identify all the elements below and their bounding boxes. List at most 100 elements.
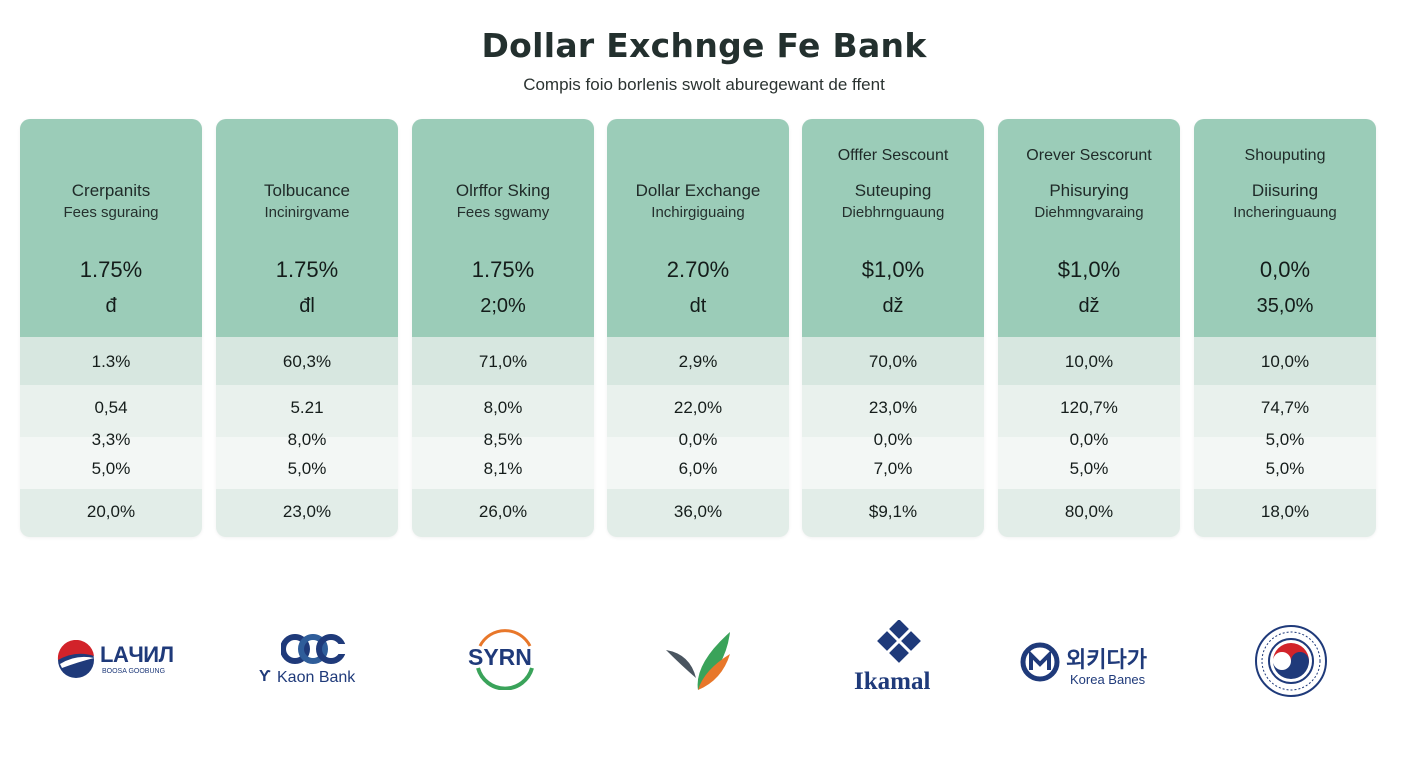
card-row-4: 5,0% (1069, 459, 1109, 478)
card-row-1: 1.3% (91, 352, 131, 371)
card-row-5: 23,0% (282, 502, 332, 521)
card-row-4: 8,1% (483, 459, 523, 478)
card-row-2: 23,0% (868, 398, 918, 417)
card-row-1: 71,0% (478, 352, 528, 371)
card-name: Phisurying (1049, 181, 1129, 200)
card-name: Crerpanits (71, 181, 151, 200)
leaf-logo-icon (666, 632, 730, 690)
card-top-label: Shouputing (1244, 147, 1326, 164)
bank-card[interactable]: Tolbucance Incinirgvame 1.75% đl 60,3% 5… (216, 119, 398, 537)
page-title: Dollar Exchnge Fe Bank (481, 26, 927, 65)
card-header (20, 119, 202, 337)
bank-logo-5[interactable]: Ikamal (852, 610, 952, 710)
card-row-2: 0,54 (94, 398, 128, 417)
card-extra: dt (689, 295, 707, 317)
bank-logo-7[interactable] (1254, 610, 1330, 710)
card-header (412, 119, 594, 337)
card-header (216, 119, 398, 337)
bank-card[interactable]: Orever Sescorunt Phisurying Diehmngvarai… (998, 119, 1180, 537)
card-row-3: 0,0% (873, 430, 913, 449)
card-row-1: 60,3% (282, 352, 332, 371)
sphere-logo-icon (57, 640, 94, 678)
card-subtitle: Incinirgvame (264, 204, 350, 221)
card-row-3: 5,0% (1265, 430, 1305, 449)
m-circle-logo-icon (1020, 642, 1060, 682)
bank-logo-1[interactable]: LAЧИЛ BOOSA GOOBUNG (56, 610, 196, 710)
card-row-3: 0,0% (678, 430, 718, 449)
card-row-4: 7,0% (873, 459, 913, 478)
card-row-5: 36,0% (673, 502, 723, 521)
logo-sub: BOOSA GOOBUNG (102, 668, 166, 675)
card-row-4: 5,0% (1265, 459, 1305, 478)
card-row-2: 22,0% (673, 398, 723, 417)
card-subtitle: Inchirgiguaing (651, 204, 745, 221)
logo-name: Ikamal (854, 668, 931, 695)
card-rate: 1.75% (471, 257, 535, 282)
swoosh-ring-logo-icon (476, 629, 534, 690)
card-subtitle: Fees sguraing (63, 204, 159, 221)
card-header (802, 119, 984, 337)
card-name: Dollar Exchange (635, 181, 761, 200)
taeguk-seal-logo-icon (1255, 625, 1327, 697)
card-extra: 2;0% (480, 295, 526, 317)
card-row-5: 80,0% (1064, 502, 1114, 521)
card-row-2: 8,0% (483, 398, 523, 417)
logo-name: LAЧИЛ (100, 642, 174, 667)
diamond-logo-icon (877, 620, 921, 663)
card-name: Tolbucance (263, 181, 350, 200)
card-name: Diisuring (1251, 181, 1319, 200)
card-row-3: 0,0% (1069, 430, 1109, 449)
card-rate: $1,0% (1057, 257, 1121, 282)
card-row-5: 26,0% (478, 502, 528, 521)
card-row-4: 6,0% (678, 459, 718, 478)
card-header (998, 119, 1180, 337)
card-row-1: 2,9% (678, 352, 718, 371)
logo-sub: Kaon Bank (277, 669, 356, 686)
card-extra: đ (105, 295, 117, 317)
card-row-4: 5,0% (91, 459, 131, 478)
bank-logos: LAЧИЛ BOOSA GOOBUNG Ƴ Kaon Bank SYRN (0, 610, 1408, 720)
card-row-1: 70,0% (868, 352, 918, 371)
card-rate: $1,0% (861, 257, 925, 282)
card-subtitle: Fees sgwamy (456, 204, 550, 221)
bank-logo-4[interactable] (664, 610, 734, 710)
card-extra: dž (882, 295, 904, 317)
card-subtitle: Incheringuaung (1233, 204, 1337, 221)
card-row-2: 74,7% (1260, 398, 1310, 417)
gsc-logo-icon (281, 634, 349, 664)
bank-card[interactable]: Crerpanits Fees sguraing 1.75% đ 1.3% 0,… (20, 119, 202, 537)
card-row-3: 8,0% (287, 430, 327, 449)
bank-card[interactable]: Olrffor Sking Fees sgwamy 1.75% 2;0% 71,… (412, 119, 594, 537)
bank-logo-2[interactable]: Ƴ Kaon Bank (255, 610, 375, 710)
card-rate: 1.75% (275, 257, 339, 282)
bank-card[interactable]: Shouputing Diisuring Incheringuaung 0,0%… (1194, 119, 1376, 537)
bank-logo-3[interactable]: SYRN (466, 610, 546, 710)
card-row-3: 8,5% (483, 430, 523, 449)
card-row-5: 18,0% (1260, 502, 1310, 521)
logo-name: 외키다가 (1066, 647, 1147, 672)
card-name: Olrffor Sking (455, 181, 551, 200)
card-row-2: 5.21 (290, 398, 324, 417)
card-row-3: 3,3% (91, 430, 131, 449)
card-header (607, 119, 789, 337)
card-rate: 0,0% (1259, 257, 1311, 282)
card-header (1194, 119, 1376, 337)
card-subtitle: Diehmngvaraing (1034, 204, 1144, 221)
card-row-4: 5,0% (287, 459, 327, 478)
card-top-label: Offfer Sescount (837, 147, 949, 164)
card-subtitle: Diebhrnguaung (841, 204, 945, 221)
card-rate: 1.75% (79, 257, 143, 282)
card-row-5: $9,1% (868, 502, 918, 521)
card-row-5: 20,0% (86, 502, 136, 521)
bank-card[interactable]: Offfer Sescount Suteuping Diebhrnguaung … (802, 119, 984, 537)
card-extra: dž (1078, 295, 1100, 317)
card-top-label: Orever Sescorunt (1026, 147, 1152, 164)
card-row-1: 10,0% (1260, 352, 1310, 371)
card-extra: đl (299, 295, 315, 317)
bank-logo-6[interactable]: 외키다가 Korea Banes (1020, 610, 1160, 710)
card-rate: 2.70% (666, 257, 730, 282)
bank-card[interactable]: Dollar Exchange Inchirgiguaing 2.70% dt … (607, 119, 789, 537)
card-row-2: 120,7% (1060, 398, 1118, 417)
card-extra: 35,0% (1256, 295, 1314, 317)
card-name: Suteuping (854, 181, 932, 200)
